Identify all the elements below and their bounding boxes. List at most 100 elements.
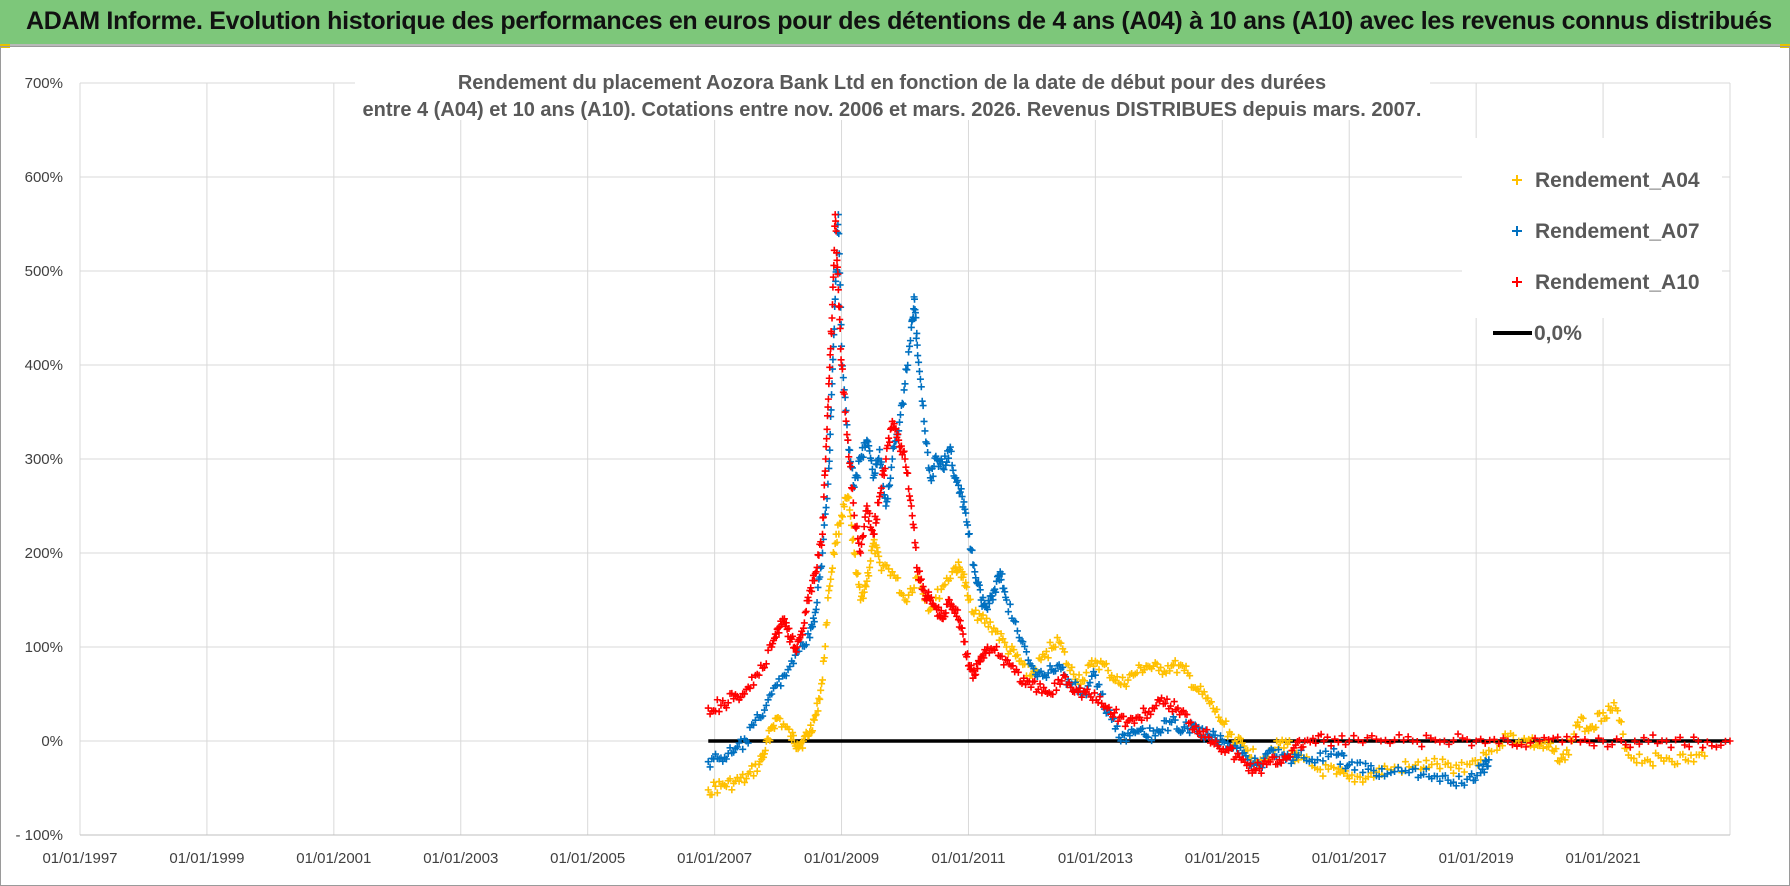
point-Rendement_A10-59-2 [1203,726,1211,734]
point-Rendement_A04-64-5 [1460,768,1468,776]
point-Rendement_A07-39-0 [984,605,991,613]
point-Rendement_A10-66-6 [1299,743,1307,751]
point-Rendement_A07-30-1 [927,477,935,485]
point-Rendement_A10-7-5 [785,624,793,632]
point-Rendement_A10-49-1 [1074,688,1082,696]
point-Rendement_A10-79-6 [1690,733,1698,741]
point-Rendement_A10-25-0 [876,493,884,501]
point-Rendement_A10-11-5 [810,577,818,585]
point-Rendement_A07-48-4 [1086,679,1094,687]
point-Rendement_A10-14-6 [824,395,832,403]
point-Rendement_A07-15-5 [842,407,850,415]
point-Rendement_A07-38-2 [979,594,987,602]
point-Rendement_A07-52-5 [1139,724,1147,732]
point-Rendement_A07-54-2 [1158,725,1166,733]
point-Rendement_A04-79-3 [1690,758,1698,766]
point-Rendement_A04-49-5 [1215,713,1223,721]
point-Rendement_A07-24-5 [899,400,907,408]
point-Rendement_A04-50-5 [1227,730,1235,738]
point-Rendement_A04-16-3 [840,503,848,511]
point-Rendement_A04-75-1 [1614,707,1622,715]
point-Rendement_A10-71-6 [1436,738,1444,746]
point-Rendement_A04-80-0 [1701,752,1709,760]
point-Rendement_A10-70-4 [1395,731,1403,739]
point-Rendement_A04-31-5 [986,618,994,626]
chart-title-line-2: entre 4 (A04) et 10 ans (A10). Cotations… [363,99,1422,121]
point-Rendement_A07-49-0 [1091,671,1099,679]
point-Rendement_A07-25-6 [906,337,914,345]
point-Rendement_A10-69-5 [1368,732,1376,740]
point-Rendement_A10-40-6 [976,658,984,666]
point-Rendement_A10-77-4 [1617,737,1625,745]
point-Rendement_A10-75-3 [1549,734,1557,742]
point-Rendement_A04-1-5 [726,775,734,783]
legend-label-zero-line: 0,0% [1534,322,1582,345]
point-Rendement_A04-1-3 [722,783,730,791]
point-Rendement_A10-30-2 [909,520,917,528]
point-Rendement_A07-74-1 [1468,770,1476,778]
point-Rendement_A04-1-6 [728,786,736,794]
point-Rendement_A10-72-5 [1463,736,1471,744]
point-Rendement_A10-50-5 [1094,699,1102,707]
point-Rendement_A07-11-3 [826,430,834,438]
point-Rendement_A04-15-4 [835,530,843,538]
point-Rendement_A07-45-6 [1051,667,1059,675]
point-Rendement_A04-50-2 [1222,717,1230,725]
point-Rendement_A04-13-6 [824,594,832,602]
point-Rendement_A07-9-6 [818,562,826,570]
point-Rendement_A04-59-4 [1356,773,1364,781]
point-Rendement_A07-56-6 [1191,721,1199,729]
point-Rendement_A10-63-2 [1254,759,1262,767]
point-Rendement_A07-37-0 [971,568,979,576]
point-Rendement_A10-62-5 [1246,760,1254,768]
point-Rendement_A07-73-5 [1460,781,1468,789]
point-Rendement_A10-80-5 [1717,741,1725,749]
point-Rendement_A10-2-6 [741,690,749,698]
point-Rendement_A04-18-0 [850,549,858,557]
point-Rendement_A10-73-5 [1495,740,1503,748]
point-Rendement_A10-79-4 [1681,741,1689,749]
chart-title-line-1: Rendement du placement Aozora Bank Ltd e… [458,72,1326,94]
point-Rendement_A07-3-4 [750,721,758,729]
point-Rendement_A10-70-1 [1381,736,1389,744]
point-Rendement_A07-2-0 [730,748,738,756]
point-Rendement_A04-45-6 [1166,667,1174,675]
point-Rendement_A07-53-5 [1151,732,1159,740]
point-Rendement_A10-18-4 [836,324,844,332]
point-Rendement_A04-66-3 [1493,746,1501,754]
point-Rendement_A04-12-1 [813,699,821,707]
point-Rendement_A10-48-4 [1067,683,1075,691]
point-Rendement_A10-18-3 [836,316,844,324]
point-Rendement_A10-3-4 [750,681,758,689]
point-Rendement_A04-57-2 [1319,772,1327,780]
point-Rendement_A07-72-3 [1436,777,1444,785]
point-Rendement_A10-72-6 [1468,742,1476,750]
point-Rendement_A07-27-3 [912,314,920,322]
point-Rendement_A07-9-2 [814,583,822,591]
legend-items: Rendement_A04 Rendement_A07 Rendement_A10 0… [1493,169,1700,345]
point-Rendement_A07-43-2 [1019,638,1027,646]
point-Rendement_A10-20-5 [848,485,856,493]
point-Rendement_A07-33-4 [949,466,957,474]
point-Rendement_A07-11-1 [825,457,833,465]
point-Rendement_A10-73-3 [1486,736,1494,744]
point-Rendement_A07-25-2 [903,366,911,374]
series-Rendement_A04 [704,493,1709,799]
point-Rendement_A07-13-5 [833,228,841,236]
point-Rendement_A07-3-1 [744,739,752,747]
point-Rendement_A10-10-5 [804,593,812,601]
point-Rendement_A07-71-5 [1422,765,1430,773]
y-tick-label-4: 300% [25,451,63,468]
point-Rendement_A04-77-1 [1646,758,1654,766]
point-Rendement_A04-29-2 [960,570,968,578]
point-Rendement_A07-5-5 [777,682,785,690]
point-Rendement_A10-13-4 [820,481,828,489]
point-Rendement_A10-29-1 [902,463,910,471]
point-Rendement_A10-69-1 [1350,732,1358,740]
point-Rendement_A07-67-1 [1334,750,1342,758]
series-layer [704,211,1734,799]
point-Rendement_A10-54-2 [1139,704,1147,712]
point-Rendement_A10-22-3 [859,532,867,540]
point-Rendement_A07-34-2 [954,477,962,485]
point-Rendement_A07-5-0 [768,690,776,698]
